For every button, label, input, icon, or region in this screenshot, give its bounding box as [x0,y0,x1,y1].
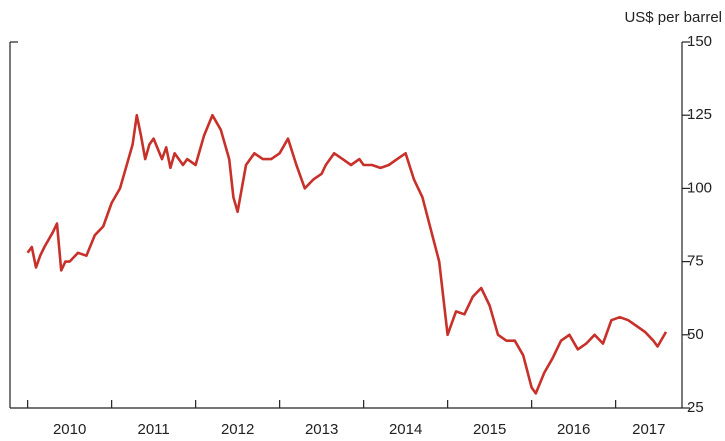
x-tick-label: 2012 [221,421,254,438]
y-tick-label: 125 [687,106,712,123]
x-tick-label: 2010 [53,421,86,438]
x-tick-label: 2014 [389,421,422,438]
y-tick-label: 150 [687,33,712,50]
x-tick-label: 2013 [305,421,338,438]
x-tick-label: 2016 [557,421,590,438]
y-tick-label: 75 [687,253,704,270]
x-tick-label: 2015 [473,421,506,438]
y-tick-label: 100 [687,179,712,196]
y-axis-label: US$ per barrel [624,9,722,26]
line-series [26,113,668,395]
x-tick-label: 2011 [138,421,170,438]
y-tick-label: 25 [687,399,704,416]
x-tick-label: 2017 [632,421,665,438]
y-tick-label: 50 [687,326,704,343]
